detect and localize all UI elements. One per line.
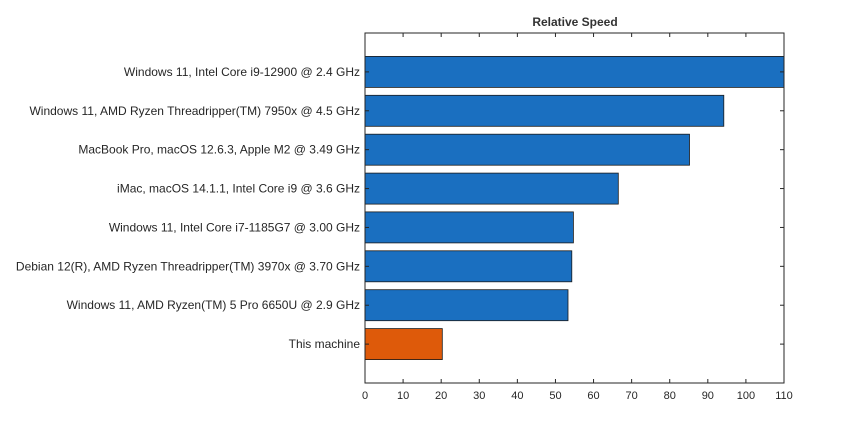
bars-group bbox=[364, 56, 785, 361]
bar-3 bbox=[364, 133, 690, 166]
x-tick-label-20: 20 bbox=[435, 390, 447, 402]
x-tick-label-90: 90 bbox=[702, 390, 714, 402]
bar-8 bbox=[364, 328, 443, 361]
x-tick-label-30: 30 bbox=[473, 390, 485, 402]
x-tick-label-70: 70 bbox=[626, 390, 638, 402]
category-label-7: Windows 11, AMD Ryzen(TM) 5 Pro 6650U @ … bbox=[67, 298, 360, 312]
chart-title: Relative Speed bbox=[532, 15, 617, 29]
bar-4 bbox=[364, 172, 619, 205]
x-tick-label-100: 100 bbox=[737, 390, 755, 402]
x-tick-label-40: 40 bbox=[511, 390, 523, 402]
plot-frame bbox=[364, 32, 785, 384]
axes-box bbox=[364, 32, 785, 384]
category-label-3: MacBook Pro, macOS 12.6.3, Apple M2 @ 3.… bbox=[78, 143, 360, 157]
x-tick-label-10: 10 bbox=[397, 390, 409, 402]
x-tick-label-60: 60 bbox=[587, 390, 599, 402]
bar-2 bbox=[364, 94, 725, 127]
category-label-2: Windows 11, AMD Ryzen Threadripper(TM) 7… bbox=[29, 104, 360, 118]
bar-7 bbox=[364, 289, 569, 322]
x-axis-ticks: 0 10 20 30 40 50 60 70 80 90 100 110 bbox=[362, 33, 793, 402]
x-tick-label-80: 80 bbox=[664, 390, 676, 402]
category-label-6: Debian 12(R), AMD Ryzen Threadripper(TM)… bbox=[16, 259, 360, 273]
bar-6 bbox=[364, 250, 573, 283]
bar-1 bbox=[364, 56, 785, 88]
category-label-5: Windows 11, Intel Core i7-1185G7 @ 3.00 … bbox=[109, 220, 360, 234]
x-tick-label-110: 110 bbox=[775, 390, 793, 402]
bar-5 bbox=[364, 211, 574, 244]
category-label-1: Windows 11, Intel Core i9-12900 @ 2.4 GH… bbox=[124, 65, 360, 79]
x-tick-label-50: 50 bbox=[549, 390, 561, 402]
category-label-4: iMac, macOS 14.1.1, Intel Core i9 @ 3.6 … bbox=[117, 182, 360, 196]
category-labels: Windows 11, Intel Core i9-12900 @ 2.4 GH… bbox=[16, 65, 360, 351]
x-tick-label-0: 0 bbox=[362, 390, 368, 402]
category-label-8: This machine bbox=[289, 337, 361, 351]
